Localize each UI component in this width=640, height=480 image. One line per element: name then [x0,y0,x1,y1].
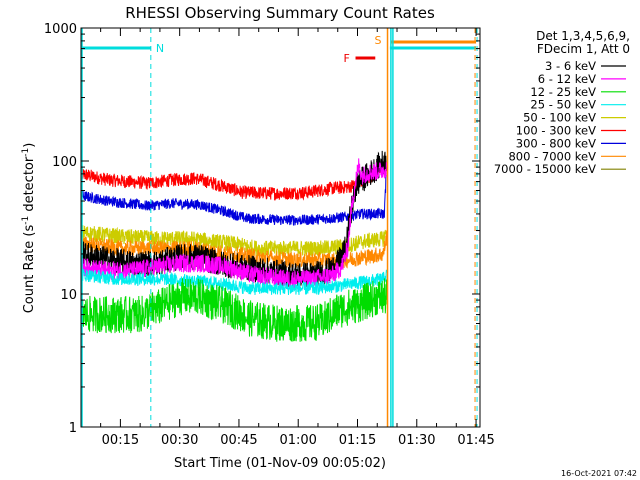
legend-label-2: 12 - 25 keV [530,85,596,99]
x-tick-label: 01:45 [457,433,494,448]
x-tick-label: 01:30 [398,433,435,448]
series-line-1 [81,172,387,227]
flare-flag-label: F [344,52,350,65]
x-tick-label: 01:00 [279,433,316,448]
series-line-6 [81,268,388,296]
series-line-2 [81,225,388,257]
series-line-0 [81,160,388,201]
legend: Det 1,3,4,5,6,9, FDecim 1, Att 0 3 - 6 k… [494,29,630,176]
series-line-5 [81,158,388,289]
legend-label-6: 300 - 800 keV [516,136,596,150]
x-tick-label: 01:15 [339,433,376,448]
legend-label-1: 6 - 12 keV [538,72,596,86]
y-tick-label: 1000 [44,22,77,37]
legend-label-3: 25 - 50 keV [530,98,596,112]
x-axis: 00:15 00:30 00:45 01:00 01:15 01:30 01:45 [100,28,495,448]
flag-layer: N S F [81,28,478,427]
x-axis-label: Start Time (01-Nov-09 00:05:02) [174,456,386,471]
y-tick-label: 10 [60,288,77,303]
y-tick-label: 100 [52,155,77,170]
legend-header-line-2: FDecim 1, Att 0 [537,42,630,56]
x-tick-label: 00:30 [161,433,198,448]
x-tick-label: 00:15 [102,433,139,448]
legend-label-7: 800 - 7000 keV [508,149,596,163]
x-tick-label: 00:45 [220,433,257,448]
y-axis-label: Count Rate (s-1 detector-1) [21,143,37,314]
legend-label-8: 7000 - 15000 keV [494,162,596,176]
saa-flag-label: S [375,34,382,47]
y-axis: 1 10 100 1000 [44,22,480,436]
footer-timestamp: 16-Oct-2021 07:42 [561,469,637,478]
legend-label-0: 3 - 6 keV [545,59,596,73]
plot-frame [80,27,481,428]
legend-label-4: 50 - 100 keV [523,111,596,125]
series-layer [81,150,388,342]
y-tick-label: 1 [69,421,77,436]
night-flag-label: N [156,42,164,55]
legend-label-5: 100 - 300 keV [516,124,596,138]
series-line-7 [81,278,388,342]
chart-title: RHESSI Observing Summary Count Rates [125,4,435,22]
legend-header-line-1: Det 1,3,4,5,6,9, [536,29,630,43]
